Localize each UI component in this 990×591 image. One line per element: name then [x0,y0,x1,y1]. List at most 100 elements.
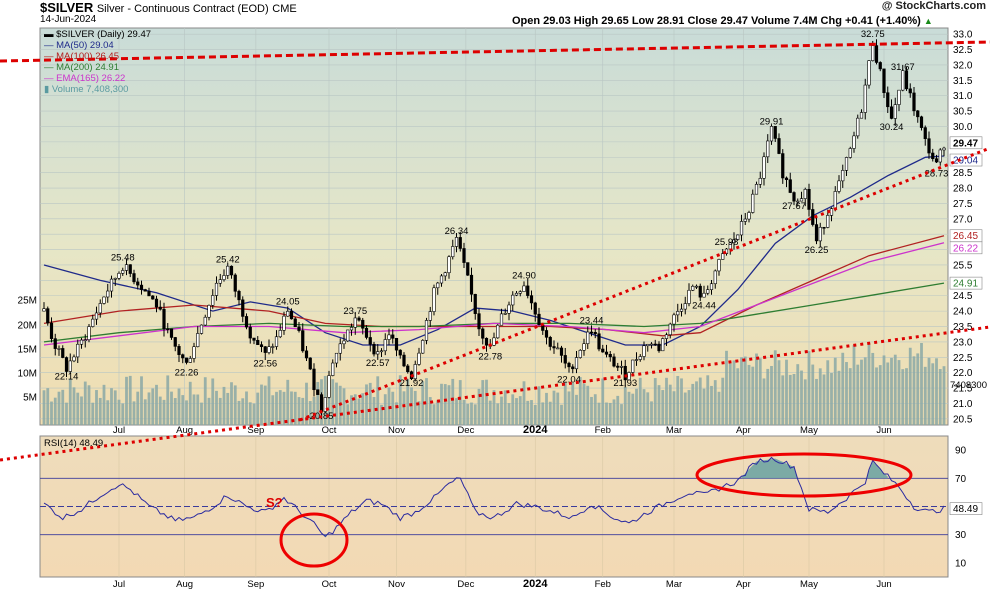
rsi-overbought-ellipse [695,452,913,498]
month-label: Mar [666,579,682,590]
price-bar-body [826,215,830,228]
month-label: Mar [666,425,682,436]
price-bar-body [694,285,699,288]
volume-bar [676,375,680,425]
price-bar-body [567,362,571,368]
legend-label: EMA(165) 26.22 [56,73,126,84]
price-bar-body [931,152,935,160]
price-bar-body [447,256,451,274]
month-label: Apr [736,425,751,436]
volume-bar [72,387,76,425]
price-bar-body [42,308,46,312]
price-bar-body [402,354,406,367]
up-arrow-icon: ▲ [923,16,933,26]
volume-bar [207,397,211,425]
price-bar-body [623,365,627,381]
volume-bar [413,390,417,425]
moving-average-line [43,235,945,337]
price-bar-body [533,302,537,315]
volume-bar [447,385,451,425]
price-bar-body [64,357,69,372]
volume-bar [87,385,91,425]
price-bar-body [507,304,511,314]
volume-bar [458,380,462,425]
price-bar-body [803,189,807,199]
volume-bar [571,382,575,425]
legend-marker-icon: — [44,51,57,62]
volume-bar [740,357,743,425]
price-bar-body [361,319,365,329]
price-annotation: 25.42 [216,254,240,265]
legend: ▬ $SILVER (Daily) 29.47— MA(50) 29.04— M… [44,29,151,95]
volume-bar [158,396,162,425]
month-label: Nov [388,579,405,590]
price-bar-body [462,248,466,263]
volume-bar [758,358,762,425]
volume-bar [278,390,282,425]
price-bar-body [713,270,717,285]
price-bar-body [466,262,470,276]
volume-bar [481,380,485,425]
price-tick-label: 27.5 [953,199,973,210]
price-bar-body [226,265,230,276]
volume-bar [68,378,72,425]
volume-bar [391,391,395,425]
price-bar-body [871,45,875,61]
price-bar-body [308,357,312,370]
price-bar-body [139,284,144,290]
price-bar-body [634,359,639,361]
price-bar-body [668,323,672,336]
volume-bar [751,366,755,425]
price-bar-body [481,328,485,339]
volume-bar [500,396,503,425]
price-bar-body [113,277,117,280]
volume-bar [327,377,331,425]
price-tick-label: 31.5 [953,76,973,87]
price-bar-body [147,290,151,297]
rsi-oversold-circle [279,512,349,568]
volume-bar [383,394,387,425]
volume-bar [57,391,61,425]
price-bar-body [691,285,695,291]
legend-item: ▬ $SILVER (Daily) 29.47 [44,29,151,40]
volume-bar [605,402,608,425]
volume-bar [867,343,871,425]
month-label: Oct [322,425,337,436]
legend-marker-icon: ▮ [44,84,52,95]
volume-bar [53,397,57,425]
volume-bar [365,384,368,425]
price-bar-body [563,355,567,364]
month-label: Apr [736,579,751,590]
volume-bar [691,383,695,425]
volume-bar [736,368,740,425]
price-bar-body [372,343,376,355]
volume-bar [792,373,796,425]
volume-bar [443,384,447,425]
volume-bar [882,355,886,425]
price-bar-body [642,345,646,357]
price-bar-body [942,147,946,151]
volume-bar [830,373,833,425]
volume-bar [132,401,136,425]
price-bar-body [522,285,526,292]
volume-bar [548,401,552,425]
price-bar-body [661,338,665,352]
volume-bar [286,379,290,425]
price-bar-body [274,336,279,347]
price-bar-body [109,278,114,292]
price-tag-label: 29.04 [953,156,978,167]
volume-bar [91,402,95,425]
price-bar-body [679,308,684,312]
price-bar-body [49,322,54,339]
price-bar-body [237,290,241,301]
volume-bar [511,394,515,425]
volume-bar [890,357,893,425]
volume-bar [755,353,758,425]
volume-bar [642,389,646,425]
price-bar-body [627,372,631,381]
brand-watermark: @ StockCharts.com [881,0,986,12]
month-label: 2024 [523,424,548,436]
legend-marker-icon: — [44,73,57,84]
price-bar-body [781,153,785,179]
volume-bar [312,396,316,425]
